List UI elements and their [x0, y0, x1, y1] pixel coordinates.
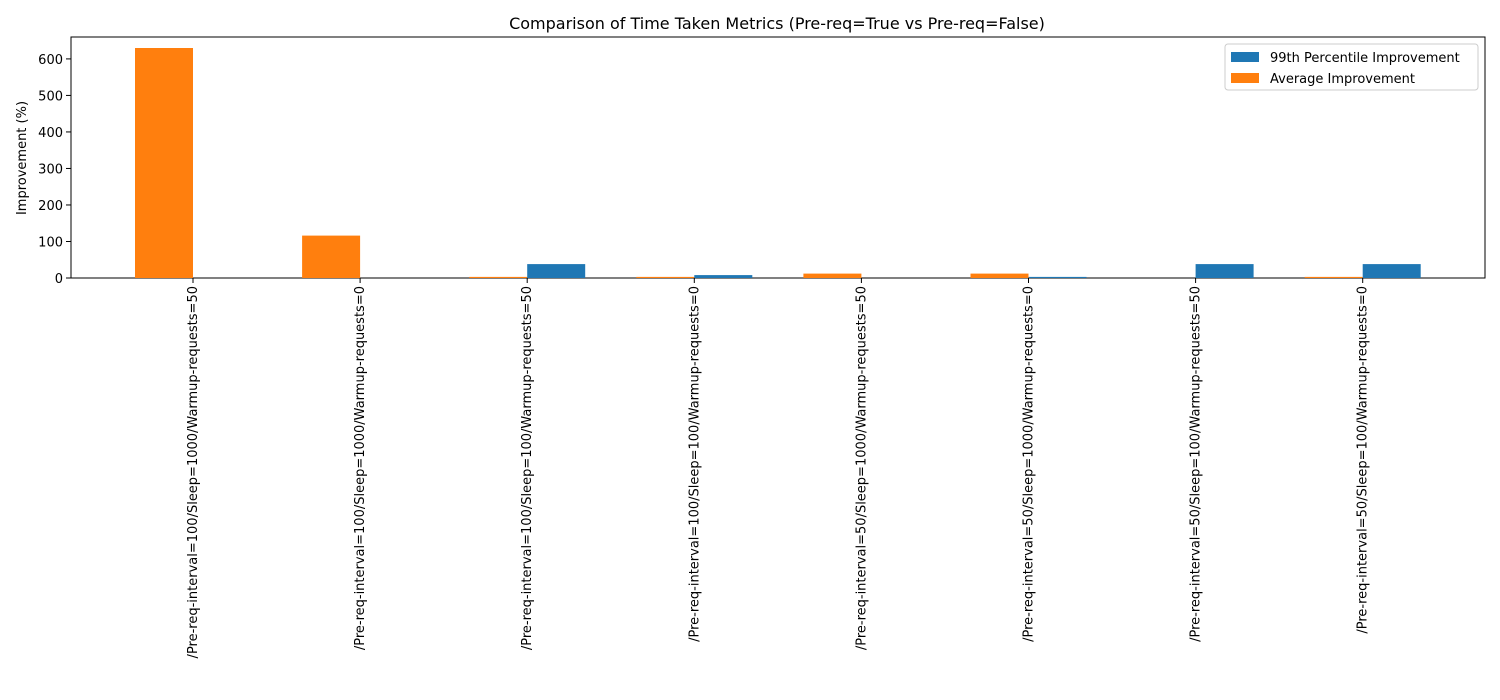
bar	[803, 273, 862, 278]
y-axis-label: Improvement (%)	[15, 101, 30, 215]
bar	[469, 276, 528, 278]
bars	[135, 48, 1421, 278]
bar	[302, 235, 361, 278]
x-tick-label: /Pre-req-interval=100/Sleep=1000/Warmup-…	[186, 286, 201, 658]
y-axis: 0 100 200 300 400 500 600	[38, 53, 71, 287]
bar	[1304, 276, 1363, 278]
y-tick-label: 200	[38, 199, 63, 214]
bar	[1028, 276, 1087, 278]
plot-area	[70, 36, 1486, 279]
bar	[1362, 264, 1421, 278]
x-tick-label: /Pre-req-interval=100/Sleep=100/Warmup-r…	[687, 286, 702, 642]
bar	[694, 275, 753, 278]
x-tick-label: /Pre-req-interval=50/Sleep=100/Warmup-re…	[1356, 286, 1371, 634]
y-tick-label: 500	[38, 89, 63, 104]
chart-title: Comparison of Time Taken Metrics (Pre-re…	[509, 14, 1045, 33]
legend-box	[1224, 43, 1479, 91]
y-tick-label: 600	[38, 53, 63, 68]
legend-swatch	[1231, 73, 1259, 83]
y-tick-label: 300	[38, 162, 63, 177]
bar	[527, 264, 586, 278]
bar	[636, 276, 695, 278]
x-tick-label: /Pre-req-interval=100/Sleep=100/Warmup-r…	[520, 286, 535, 650]
legend-label: Average Improvement	[1270, 72, 1415, 87]
bar	[135, 48, 193, 278]
x-tick-label: /Pre-req-interval=50/Sleep=100/Warmup-re…	[1189, 286, 1204, 642]
legend: 99th Percentile Improvement Average Impro…	[1224, 43, 1479, 91]
x-tick-label: /Pre-req-interval=50/Sleep=1000/Warmup-r…	[1022, 286, 1037, 642]
bar	[1195, 264, 1254, 278]
x-tick-label: /Pre-req-interval=50/Sleep=1000/Warmup-r…	[854, 286, 869, 650]
y-tick-label: 100	[38, 235, 63, 250]
x-tick-label: /Pre-req-interval=100/Sleep=1000/Warmup-…	[353, 286, 368, 650]
plot-frame	[70, 36, 1486, 279]
y-tick-label: 0	[55, 272, 63, 287]
y-tick-label: 400	[38, 126, 63, 141]
legend-label: 99th Percentile Improvement	[1270, 51, 1460, 66]
legend-swatch	[1231, 52, 1259, 62]
bar	[970, 273, 1029, 278]
x-axis: /Pre-req-interval=100/Sleep=1000/Warmup-…	[186, 278, 1371, 658]
